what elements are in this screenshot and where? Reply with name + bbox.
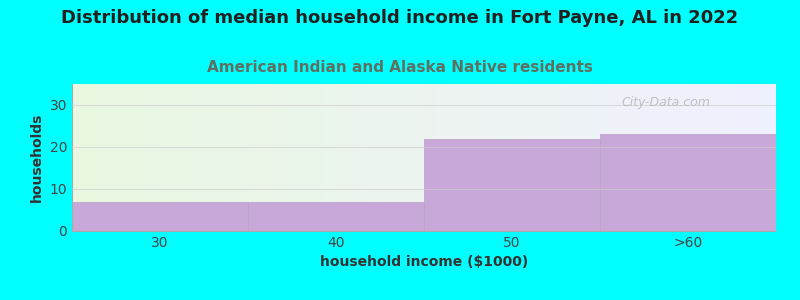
Bar — [424, 139, 600, 231]
Y-axis label: households: households — [30, 113, 44, 202]
X-axis label: household income ($1000): household income ($1000) — [320, 255, 528, 269]
Text: City-Data.com: City-Data.com — [621, 96, 710, 109]
Bar — [600, 134, 776, 231]
Bar — [72, 202, 248, 231]
Bar — [248, 202, 424, 231]
Text: Distribution of median household income in Fort Payne, AL in 2022: Distribution of median household income … — [62, 9, 738, 27]
Text: American Indian and Alaska Native residents: American Indian and Alaska Native reside… — [207, 60, 593, 75]
